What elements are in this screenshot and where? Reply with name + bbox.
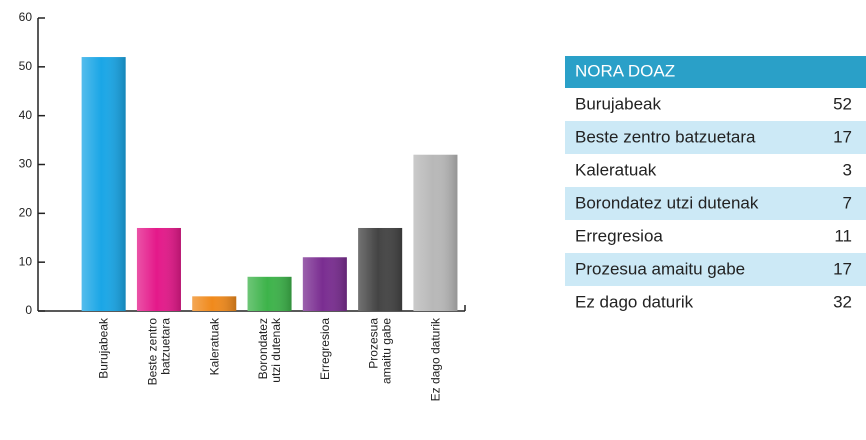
bar-shine [302, 257, 347, 311]
y-tick-label: 60 [19, 10, 33, 24]
table-value: 3 [843, 160, 852, 179]
table-row-bg [565, 253, 866, 286]
table-value: 11 [834, 226, 852, 245]
x-tick-label: Erregresioa [318, 318, 332, 380]
table-label: Prozesua amaitu gabe [575, 259, 745, 278]
table-value: 7 [843, 193, 852, 212]
table-label: Beste zentro batzuetara [575, 127, 756, 146]
x-tick-label: Prozesuaamaitu gabe [367, 318, 394, 384]
table-title: NORA DOAZ [575, 61, 675, 80]
table-row-bg [565, 121, 866, 154]
y-tick-label: 50 [19, 59, 33, 73]
table-label: Burujabeak [575, 94, 662, 113]
table-label: Borondatez utzi dutenak [575, 193, 759, 212]
x-tick-label: Ez dago daturik [428, 317, 442, 401]
x-tick-label: Borondatezutzi dutenak [256, 317, 283, 383]
y-tick-label: 10 [19, 254, 33, 268]
table-row-bg [565, 187, 866, 220]
table-value: 52 [833, 94, 852, 113]
y-tick-label: 20 [19, 206, 33, 220]
bar-shine [192, 296, 237, 311]
bar-shine [247, 276, 292, 311]
bar-shine [81, 57, 126, 311]
bar-shine [413, 154, 458, 311]
y-tick-label: 30 [19, 157, 33, 171]
table-value: 32 [833, 292, 852, 311]
bar-shine [136, 227, 181, 311]
x-tick-label: Beste zentrobatzuetara [145, 318, 172, 386]
x-tick-label: Kaleratuak [207, 317, 221, 375]
x-tick-label: Burujabeak [97, 317, 111, 379]
y-tick-label: 0 [25, 303, 32, 317]
bar-shine [358, 227, 403, 311]
y-tick-label: 40 [19, 108, 33, 122]
table-value: 17 [833, 259, 852, 278]
table-label: Erregresioa [575, 226, 663, 245]
table-header [565, 56, 866, 88]
table-label: Kaleratuak [575, 160, 657, 179]
table-label: Ez dago daturik [575, 292, 694, 311]
table-value: 17 [833, 127, 852, 146]
